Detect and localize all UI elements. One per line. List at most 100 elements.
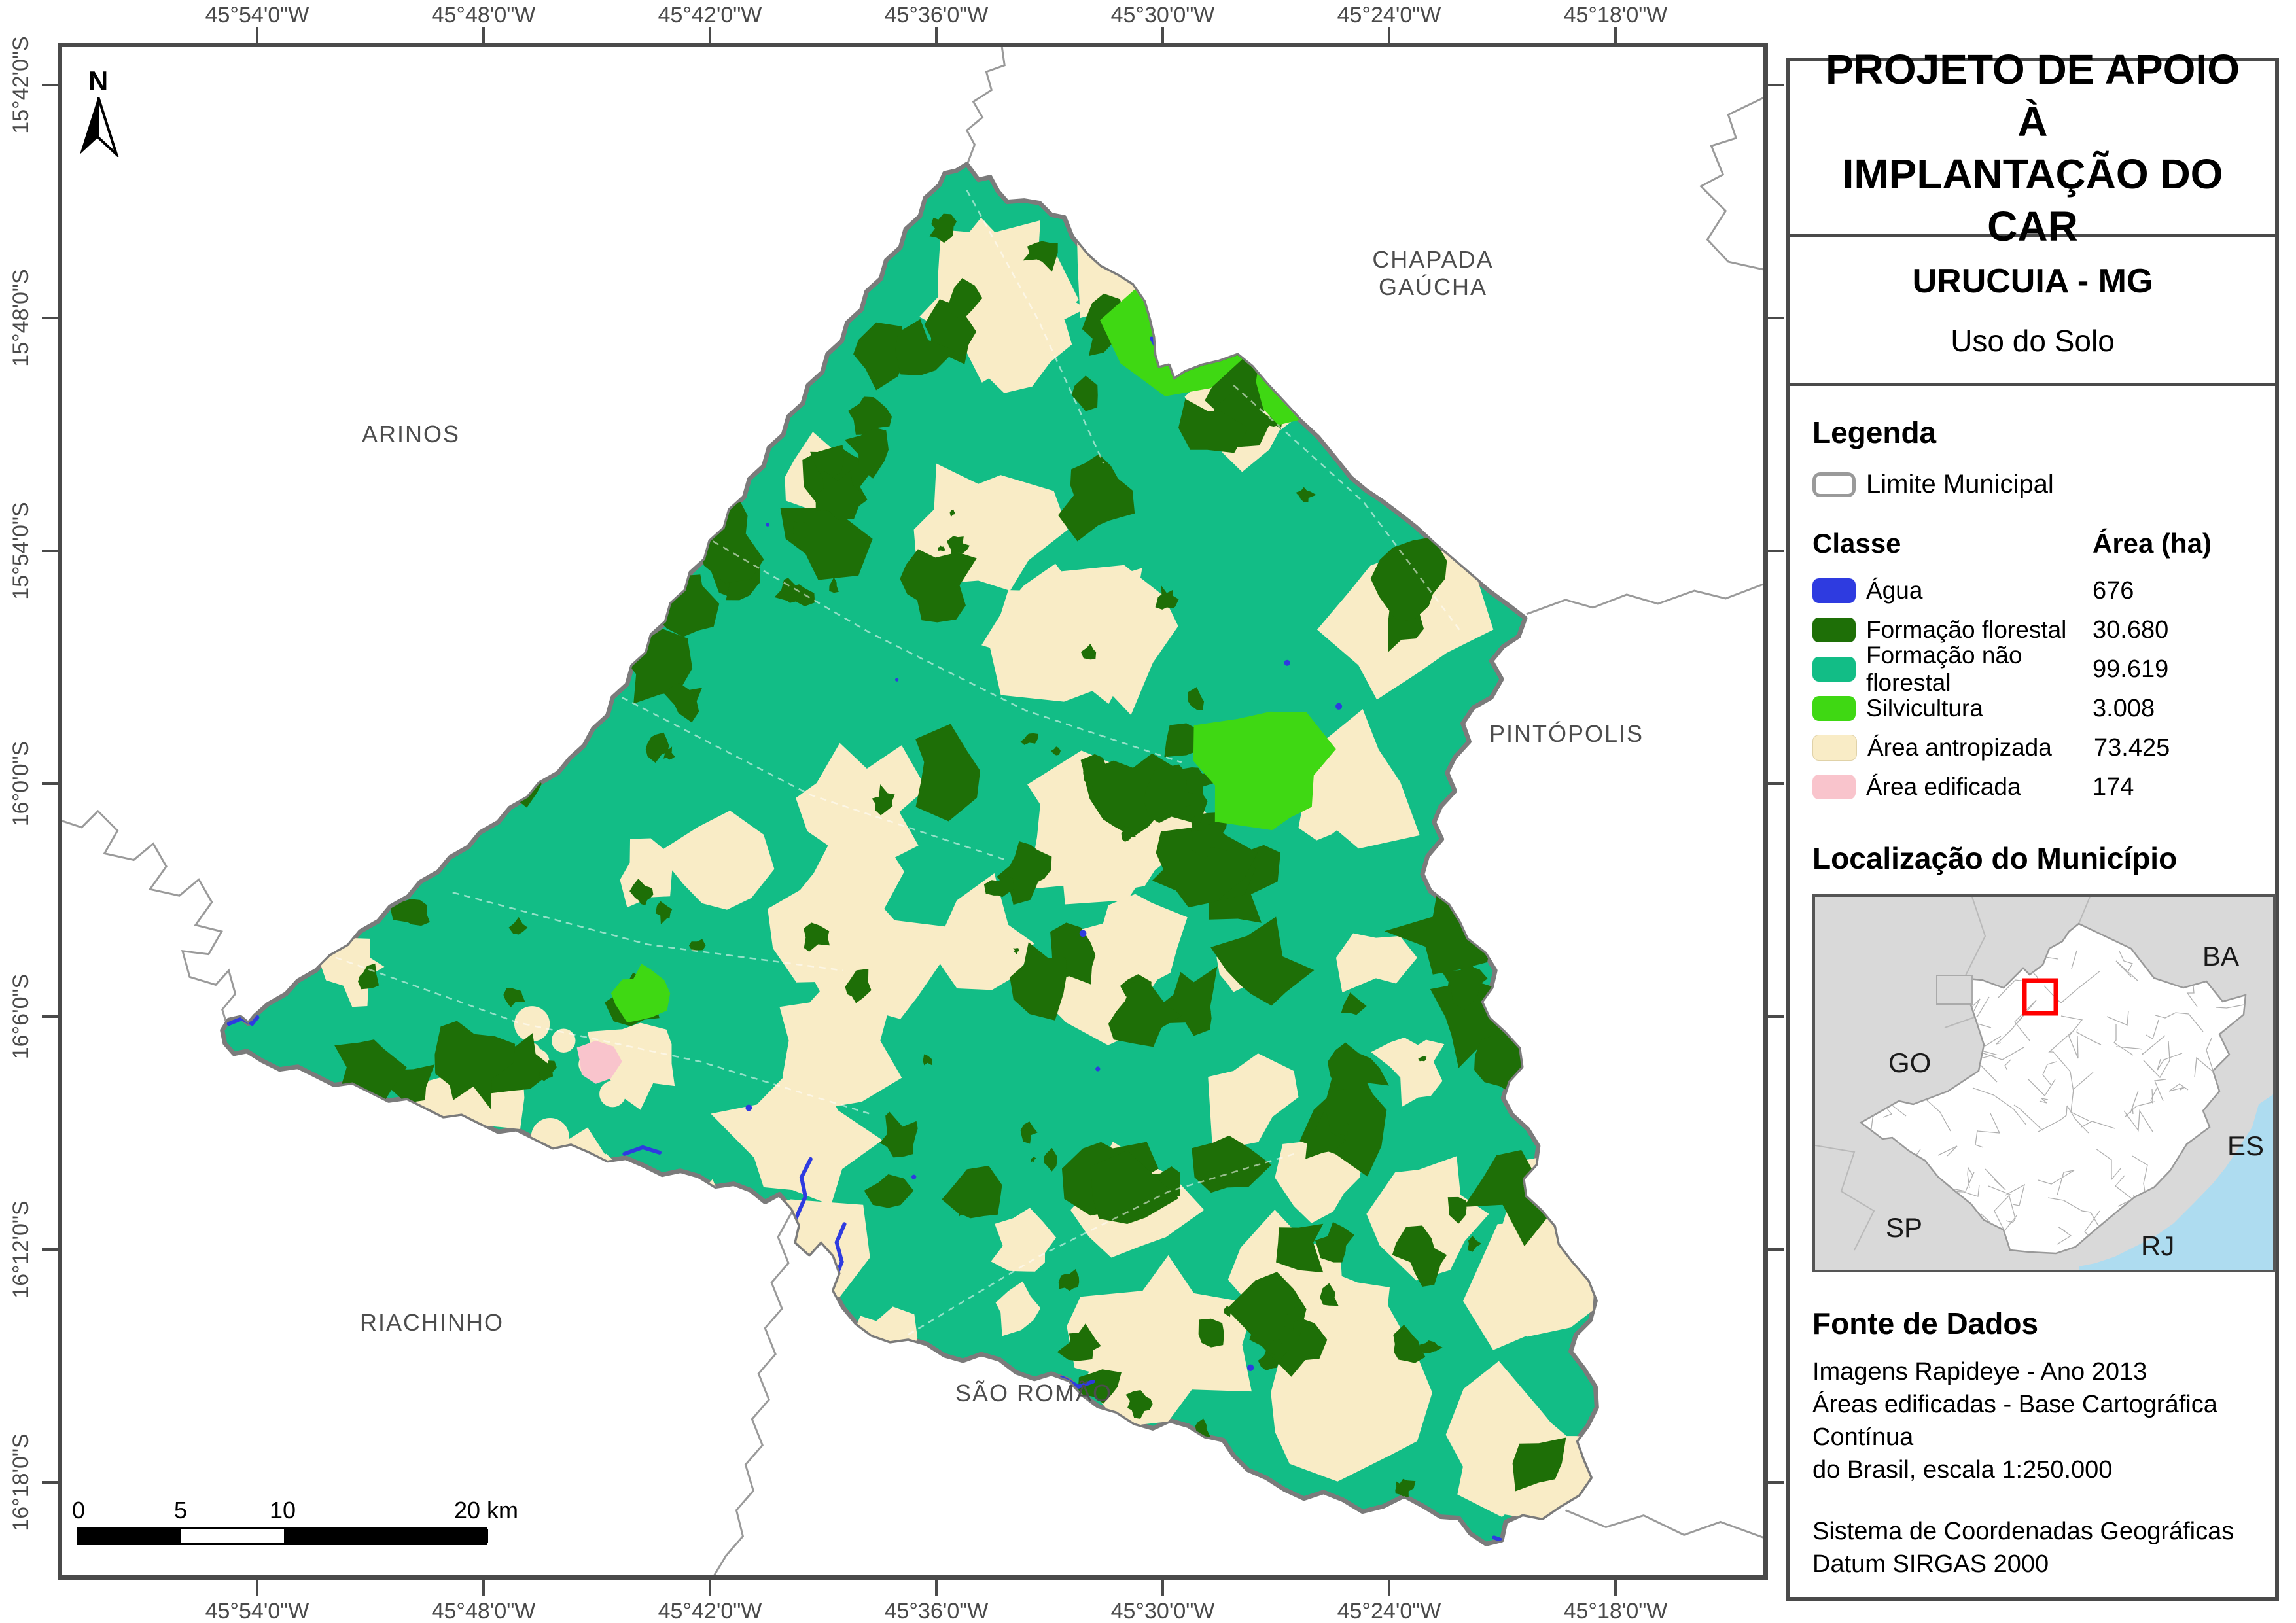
fonte-line3: do Brasil, escala 1:250.000 [1812, 1456, 2113, 1484]
fonte-line4: Sistema de Coordenadas Geográficas [1812, 1518, 2234, 1545]
fonte-line1: Imagens Rapideye - Ano 2013 [1812, 1358, 2147, 1386]
formacao-florestal-area: 30.680 [2093, 616, 2169, 644]
label-arinos: ARINOS [361, 421, 461, 447]
map-theme: Uso do Solo [1951, 323, 2115, 358]
silvicultura-label: Silvicultura [1866, 695, 1983, 722]
lon-label: 45°30'0"W [1110, 3, 1215, 27]
inset-label-go: GO [1888, 1047, 1931, 1078]
label-sao-romao: SÃO ROMÃO [955, 1380, 1113, 1406]
agua-swatch [1812, 578, 1856, 603]
label-riachinho: RIACHINHO [359, 1309, 504, 1336]
lon-label: 45°48'0"W [431, 3, 536, 27]
inset-minas-gerais [1859, 922, 2247, 1255]
limite-municipal-label: Limite Municipal [1866, 470, 2054, 498]
lat-tick-right-7 [1768, 1481, 1784, 1484]
legend-row-silvicultura: Silvicultura 3.008 [1812, 689, 2253, 728]
lat-tick-right-4 [1768, 782, 1784, 785]
inset-label-ba: BA [2202, 941, 2239, 971]
lon-tick-bot-7 [1614, 1580, 1617, 1596]
scale-10: 10 [269, 1497, 296, 1524]
fonte-line2: Áreas edificadas - Base Cartográfica Con… [1812, 1391, 2217, 1451]
lon-label: 45°24'0"W [1337, 3, 1441, 27]
lat-tick-left-3 [42, 550, 58, 552]
lat-label: 16°0'0"S [9, 741, 33, 827]
silvicultura-area: 3.008 [2093, 694, 2155, 722]
north-label: N [88, 65, 109, 96]
legend-row-formacao-nao-florestal: Formação não florestal 99.619 [1812, 642, 2253, 696]
lat-label: 15°48'0"S [9, 269, 33, 367]
title-line1: PROJETO DE APOIO À [1825, 45, 2240, 145]
municipality-polygon [220, 162, 1599, 1546]
area-edificada-label: Área edificada [1866, 773, 2021, 800]
lat-label: 16°18'0"S [9, 1433, 33, 1531]
lat-label: 15°42'0"S [9, 36, 33, 134]
area-edificada-area: 174 [2093, 773, 2134, 801]
scale-numbers: 0 5 10 20 km [72, 1497, 518, 1526]
location-inset-map: GO BA ES SP RJ [1812, 894, 2276, 1272]
legend-row-area-antropizada: Área antropizada 73.425 [1812, 728, 2253, 767]
formacao-nao-florestal-swatch [1812, 657, 1856, 682]
lon-label: 45°18'0"W [1563, 3, 1668, 27]
scale-20: 20 km [453, 1497, 519, 1524]
layout-panel: PROJETO DE APOIO À IMPLANTAÇÃO DO CAR UR… [1786, 46, 2279, 1601]
inset-label-rj: RJ [2141, 1230, 2174, 1261]
inset-ocean [2079, 1094, 2273, 1270]
lon-label: 45°30'0"W [1110, 1599, 1215, 1623]
lat-tick-left-6 [42, 1248, 58, 1251]
legend-row-formacao-florestal: Formação florestal 30.680 [1812, 610, 2253, 650]
lon-label: 45°36'0"W [884, 3, 989, 27]
lat-tick-left-5 [42, 1015, 58, 1018]
lon-tick-top-1 [256, 27, 258, 43]
lat-label: 16°12'0"S [9, 1200, 33, 1299]
lat-tick-left-4 [42, 782, 58, 785]
title-block: PROJETO DE APOIO À IMPLANTAÇÃO DO CAR [1790, 46, 2275, 250]
scale-bar: 0 5 10 20 km [72, 1497, 518, 1545]
formacao-florestal-swatch [1812, 618, 1856, 642]
lon-tick-bot-2 [482, 1580, 485, 1596]
lon-tick-bot-5 [1161, 1580, 1164, 1596]
fonte-heading: Fonte de Dados [1812, 1306, 2039, 1340]
lat-tick-right-3 [1768, 550, 1784, 552]
north-arrow: N [72, 65, 124, 160]
formacao-nao-florestal-area: 99.619 [2093, 655, 2169, 683]
legend-limite-row: Limite Municipal [1812, 470, 2253, 499]
landuse-map [62, 47, 1763, 1575]
formacao-nao-florestal-label: Formação não florestal [1866, 642, 2022, 696]
lon-label: 45°36'0"W [884, 1599, 989, 1623]
inset-locator-rect [2022, 978, 2058, 1016]
fonte-line5: Datum SIRGAS 2000 [1812, 1550, 2049, 1578]
label-chapada-gaucha: CHAPADA GAÚCHA [1372, 246, 1494, 300]
lat-tick-left-1 [42, 84, 58, 86]
lon-tick-top-3 [709, 27, 711, 43]
lat-label: 15°54'0"S [9, 502, 33, 600]
lat-tick-right-5 [1768, 1015, 1784, 1018]
lon-tick-bot-1 [256, 1580, 258, 1596]
location-heading: Localização do Município [1812, 841, 2178, 875]
area-edificada-swatch [1812, 775, 1856, 799]
limite-municipal-swatch [1812, 472, 1856, 497]
lat-tick-left-2 [42, 317, 58, 319]
lon-label: 45°42'0"W [658, 3, 762, 27]
lat-tick-left-7 [42, 1481, 58, 1484]
lat-label: 16°6'0"S [9, 973, 33, 1060]
lon-tick-top-6 [1388, 27, 1390, 43]
north-arrow-icon [80, 96, 120, 159]
agua-area: 676 [2093, 576, 2134, 604]
lon-label: 45°24'0"W [1337, 1599, 1441, 1623]
inset-label-sp: SP [1886, 1212, 1922, 1243]
agua-label: Água [1866, 577, 1923, 604]
lat-tick-right-2 [1768, 317, 1784, 319]
lon-tick-top-5 [1161, 27, 1164, 43]
legend-row-area-edificada: Área edificada 174 [1812, 767, 2253, 807]
municipality-name: URUCUIA - MG [1912, 262, 2153, 300]
lon-label: 45°42'0"W [658, 1599, 762, 1623]
lon-tick-top-7 [1614, 27, 1617, 43]
scale-5: 5 [173, 1497, 188, 1524]
lon-tick-top-4 [935, 27, 938, 43]
silvicultura-swatch [1812, 696, 1856, 721]
inset-label-es: ES [2227, 1130, 2264, 1161]
legend-heading: Legenda [1812, 415, 1937, 449]
formacao-florestal-label: Formação florestal [1866, 616, 2067, 643]
map-canvas [58, 43, 1768, 1580]
lat-tick-right-1 [1768, 84, 1784, 86]
